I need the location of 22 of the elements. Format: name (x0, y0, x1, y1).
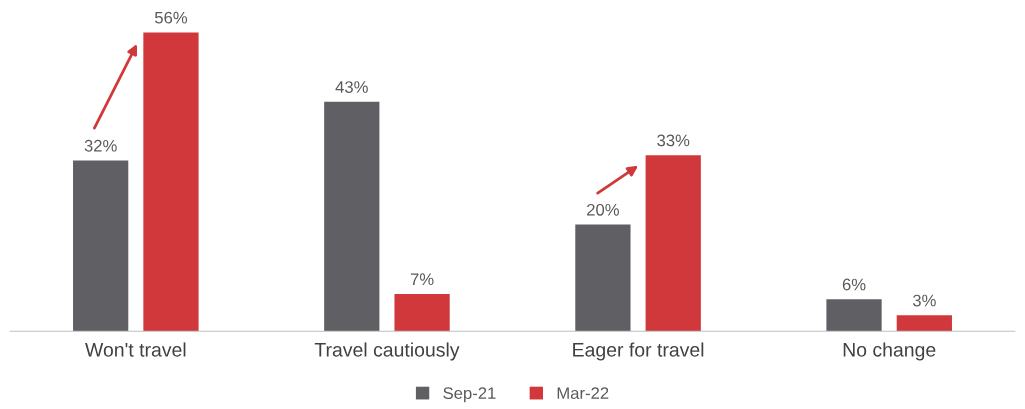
bar (143, 32, 199, 332)
bar (575, 224, 631, 332)
bar (73, 160, 129, 332)
bar (896, 315, 952, 332)
data-label: 43% (335, 81, 368, 93)
bar (394, 293, 450, 332)
legend-label: Sep-21 (443, 387, 496, 403)
data-label: 20% (587, 203, 619, 216)
data-label: 7% (410, 273, 434, 286)
data-label: 6% (842, 278, 866, 291)
bar (645, 155, 701, 332)
data-label: 56% (154, 11, 188, 24)
data-label: 33% (657, 134, 690, 147)
x-tick-label: Won't travel (85, 342, 186, 357)
legend-label: Mar-22 (557, 387, 609, 400)
x-tick-label: No change (843, 342, 936, 361)
x-tick-label: Travel cautiously (314, 342, 460, 361)
data-label: 3% (912, 294, 936, 307)
bar (826, 299, 882, 332)
x-tick-label: Eager for travel (573, 342, 704, 361)
data-label: 32% (84, 139, 117, 152)
bar (324, 101, 380, 332)
